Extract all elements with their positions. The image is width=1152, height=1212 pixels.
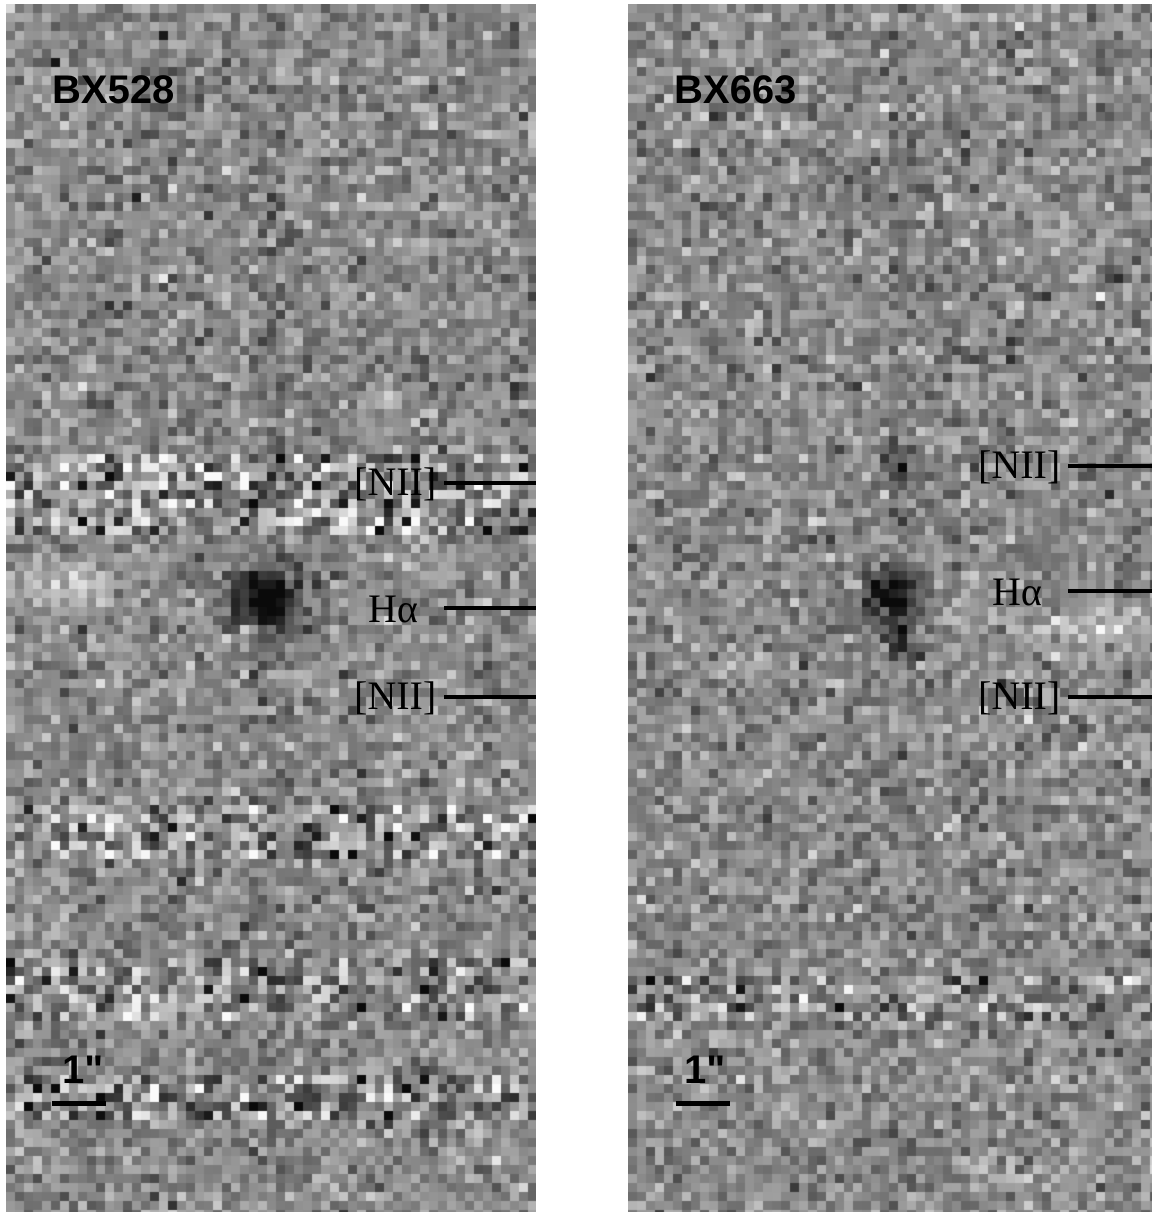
scale-bar (676, 1101, 730, 1106)
line-marker (1068, 695, 1152, 699)
line-label-nii-red: [NII] (354, 673, 437, 718)
line-label-nii-red: [NII] (978, 673, 1061, 718)
spectrum-image (628, 4, 1152, 1212)
line-marker (444, 481, 536, 485)
spectrum-panel-bx528: BX528 [NII] Hα [NII] 1" (6, 4, 536, 1212)
scale-bar-label: 1" (62, 1048, 104, 1092)
line-marker (1068, 464, 1152, 468)
line-marker (444, 606, 536, 610)
spectrum-panel-bx663: BX663 [NII] Hα [NII] 1" (628, 4, 1152, 1212)
line-label-halpha: Hα (368, 586, 418, 631)
object-label: BX663 (674, 68, 797, 112)
line-marker (444, 695, 536, 699)
line-label-nii-blue: [NII] (354, 459, 437, 504)
object-label: BX528 (52, 68, 175, 112)
line-label-halpha: Hα (992, 569, 1042, 614)
line-label-nii-blue: [NII] (978, 442, 1061, 487)
line-marker (1068, 589, 1152, 593)
scale-bar (52, 1101, 106, 1106)
scale-bar-label: 1" (684, 1048, 726, 1092)
